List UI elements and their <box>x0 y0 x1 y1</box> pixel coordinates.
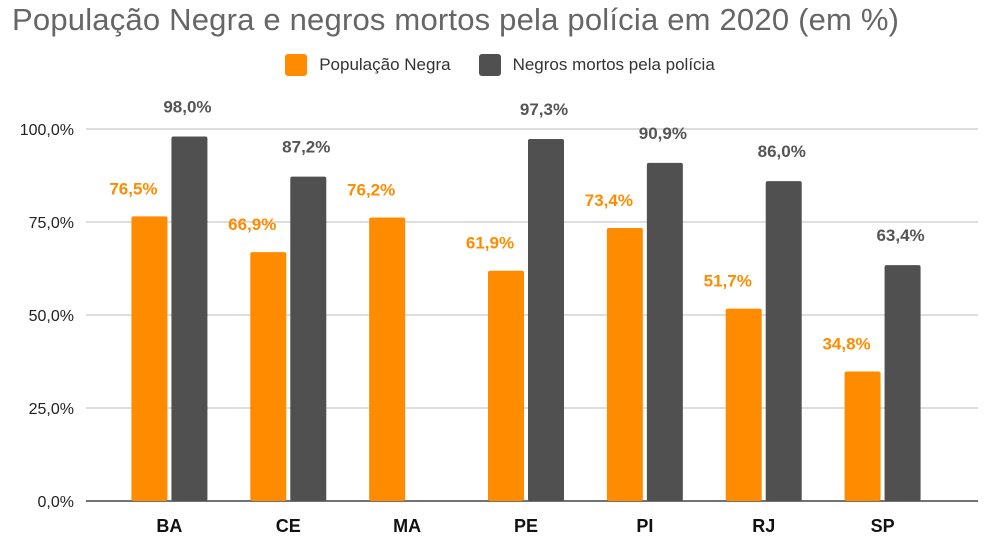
bar-negros-mortos-sp <box>884 265 921 501</box>
legend: População Negra Negros mortos pela políc… <box>0 54 1000 76</box>
legend-swatch-populacao-negra <box>285 54 308 76</box>
legend-label-negros-mortos: Negros mortos pela polícia <box>512 55 715 74</box>
bar-populacao-negra-sp <box>844 371 881 501</box>
x-category-label: PI <box>636 516 653 536</box>
x-category-label: BA <box>156 516 182 536</box>
bar-populacao-negra-pe <box>488 270 524 501</box>
legend-item-populacao-negra: População Negra <box>285 54 451 76</box>
bar-populacao-negra-ma <box>369 217 406 501</box>
data-label: 86,0% <box>758 142 806 161</box>
data-label: 73,4% <box>585 191 633 210</box>
data-label: 34,8% <box>822 335 870 354</box>
x-category-label: PE <box>514 516 538 536</box>
x-category-label: MA <box>393 516 421 536</box>
y-tick-label: 75,0% <box>29 215 74 232</box>
y-tick-label: 25,0% <box>29 401 74 418</box>
data-label: 76,5% <box>109 179 157 198</box>
x-category-label: CE <box>276 516 301 536</box>
data-label: 97,3% <box>520 100 568 119</box>
bar-negros-mortos-rj <box>765 181 802 501</box>
bar-populacao-negra-ba <box>131 216 168 502</box>
bar-populacao-negra-rj <box>725 308 762 501</box>
legend-item-negros-mortos: Negros mortos pela polícia <box>478 54 715 76</box>
y-tick-label: 50,0% <box>29 308 74 325</box>
data-label: 61,9% <box>466 234 514 253</box>
data-label: 66,9% <box>228 215 276 234</box>
bar-negros-mortos-pi <box>646 162 683 502</box>
data-label: 63,4% <box>876 226 924 245</box>
x-category-label: RJ <box>752 516 775 536</box>
data-label: 76,2% <box>347 181 395 200</box>
bar-populacao-negra-pi <box>606 227 643 501</box>
y-tick-label: 100,0% <box>20 122 74 139</box>
bar-negros-mortos-ce <box>290 176 327 501</box>
chart-title: População Negra e negros mortos pela pol… <box>12 2 900 37</box>
bar-negros-mortos-pe <box>528 139 564 501</box>
data-label: 98,0% <box>163 97 211 116</box>
x-category-label: SP <box>871 516 895 536</box>
data-label: 90,9% <box>639 124 687 143</box>
data-label: 51,7% <box>704 272 752 291</box>
data-label: 87,2% <box>282 138 330 157</box>
bar-populacao-negra-ce <box>250 252 287 501</box>
legend-swatch-negros-mortos <box>478 54 501 76</box>
y-tick-label: 0,0% <box>38 494 74 511</box>
bar-negros-mortos-ba <box>171 136 208 501</box>
legend-label-populacao-negra: População Negra <box>319 55 451 74</box>
